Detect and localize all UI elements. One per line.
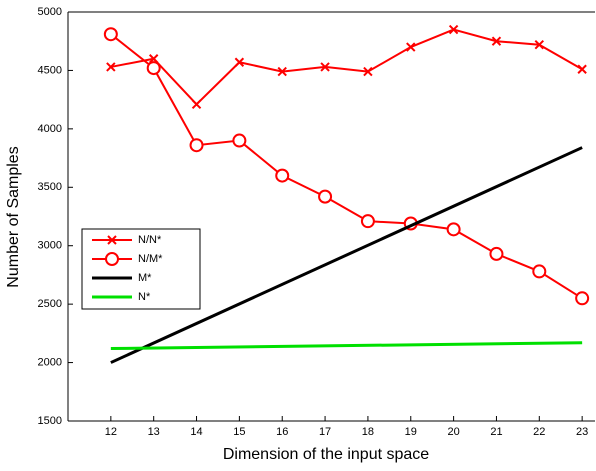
- x-tick-label: 13: [148, 426, 160, 438]
- x-tick-label: 19: [405, 426, 417, 438]
- point: [146, 61, 161, 76]
- x-tick-label: 15: [233, 426, 245, 438]
- y-tick-label: 3500: [38, 181, 62, 193]
- point: [575, 291, 590, 306]
- y-tick-label: 1500: [38, 415, 62, 427]
- point: [318, 189, 333, 204]
- point: [363, 66, 373, 77]
- legend-label: N/N*: [138, 234, 162, 246]
- y-tick-label: 4500: [38, 64, 62, 76]
- point: [234, 57, 245, 67]
- point: [191, 99, 202, 110]
- point: [448, 24, 459, 35]
- legend-label: N*: [138, 291, 151, 303]
- x-tick-label: 22: [533, 426, 545, 438]
- point: [106, 62, 116, 72]
- point: [105, 252, 119, 266]
- point: [406, 42, 416, 52]
- point: [534, 40, 545, 50]
- point: [489, 246, 504, 261]
- point: [103, 27, 118, 42]
- point: [577, 64, 587, 74]
- x-tick-label: 20: [447, 426, 459, 438]
- x-tick-label: 23: [576, 426, 588, 438]
- point: [491, 36, 502, 46]
- x-axis-label: Dimension of the input space: [223, 446, 429, 463]
- x-tick-label: 16: [276, 426, 288, 438]
- y-tick-label: 2000: [38, 356, 62, 368]
- point: [148, 54, 159, 64]
- y-tick-label: 2500: [38, 298, 62, 310]
- series-line: [110, 28, 583, 106]
- x-tick-label: 14: [190, 426, 202, 438]
- series-line: [110, 341, 583, 351]
- point: [107, 235, 117, 245]
- y-tick-label: 4000: [38, 123, 62, 135]
- point: [320, 62, 330, 72]
- legend-label: M*: [138, 272, 152, 284]
- point: [275, 168, 290, 183]
- x-tick-label: 18: [362, 426, 374, 438]
- point: [277, 66, 287, 77]
- x-tick-label: 17: [319, 426, 331, 438]
- x-tick-label: 21: [490, 426, 502, 438]
- point: [360, 214, 375, 229]
- point: [189, 138, 204, 153]
- series-line: [110, 146, 583, 364]
- point: [232, 133, 247, 148]
- y-tick-label: 5000: [38, 6, 62, 18]
- y-tick-label: 3000: [38, 240, 62, 252]
- legend-label: N/M*: [138, 253, 163, 265]
- legend: N/N* N/M* M* N*: [81, 228, 201, 310]
- point: [446, 222, 461, 237]
- x-tick-label: 12: [105, 426, 117, 438]
- y-axis-label: Number of Samples: [5, 146, 22, 287]
- series-line: [110, 33, 583, 300]
- point: [532, 264, 547, 279]
